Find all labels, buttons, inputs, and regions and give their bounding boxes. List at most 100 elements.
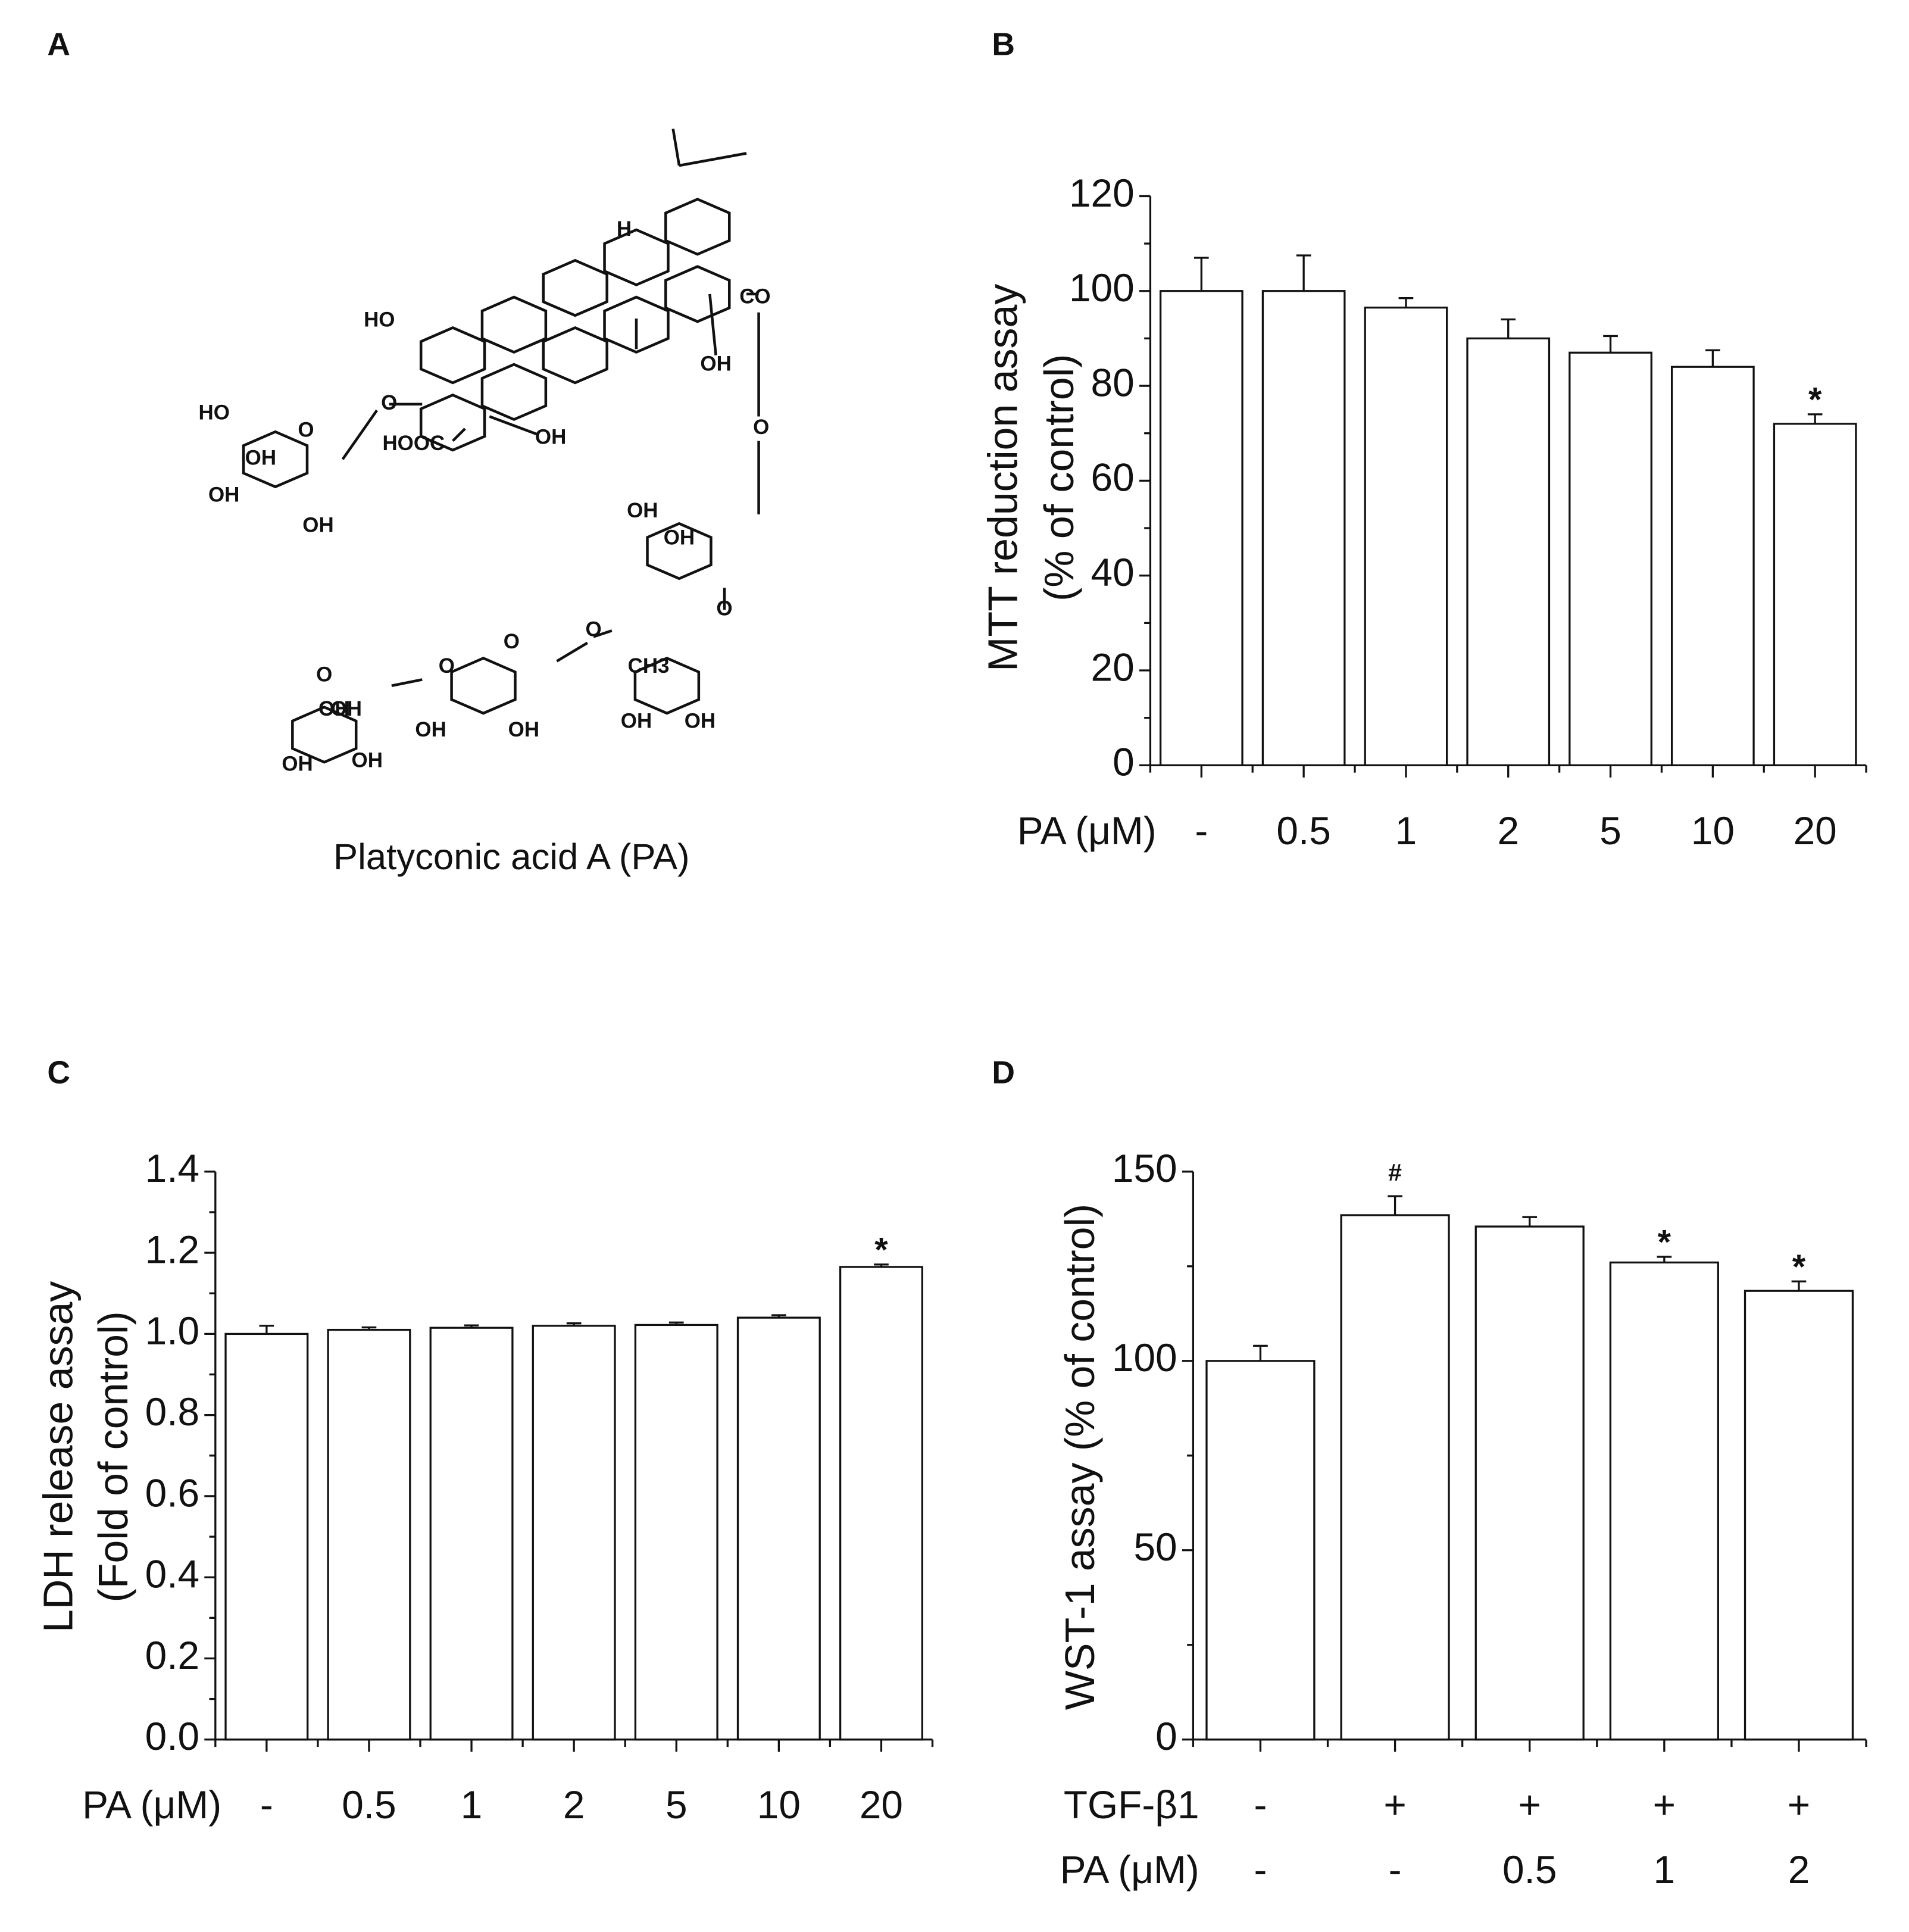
annotation: *: [1792, 1248, 1806, 1286]
atom-label: OH: [302, 514, 333, 537]
ring: [542, 258, 608, 317]
atom-label: OH: [627, 499, 658, 522]
ring: [291, 706, 358, 764]
atom-label: OH: [508, 718, 539, 741]
annotation: *: [1658, 1224, 1671, 1262]
y-tick-label: 80: [1091, 360, 1135, 404]
x-tick-label: 10: [1691, 809, 1735, 853]
error-bar: [874, 1263, 889, 1267]
error-bar: [1791, 1280, 1807, 1291]
bar: [1670, 366, 1755, 766]
atom-label: O: [298, 418, 314, 441]
x-tick-label: -: [1195, 809, 1208, 853]
y-tick-label: 60: [1091, 455, 1135, 500]
atom-label: O: [585, 617, 601, 641]
error-bar: [1501, 318, 1516, 339]
atom-label: HO: [364, 308, 395, 331]
x-tick-label: 0.5: [342, 1783, 396, 1827]
y-tick-label: 50: [1133, 1525, 1177, 1569]
x-tick-label: 2: [1788, 1847, 1810, 1892]
x-tick-label: 0.5: [1502, 1847, 1557, 1892]
y-tick-label: 1.4: [145, 1146, 199, 1190]
bar: [1744, 1290, 1854, 1741]
x-tick-label: 2: [563, 1783, 585, 1827]
y-tick-label: 1.2: [145, 1228, 199, 1272]
error-bar: [1296, 254, 1311, 291]
y-tick-label: 0.0: [145, 1714, 199, 1758]
x-row-label: TGF-β1: [1064, 1783, 1199, 1827]
bar: [327, 1328, 411, 1741]
y-tick-label: 150: [1112, 1146, 1177, 1190]
annotation: #: [1388, 1159, 1402, 1186]
atom-label: O: [504, 630, 520, 653]
x-tick-label: 1: [1395, 809, 1417, 853]
error-bar: [566, 1322, 582, 1326]
atom-label: OH: [664, 526, 695, 549]
atom-label: OH: [700, 352, 731, 375]
error-bar: [464, 1324, 479, 1328]
y-tick-label: 0.2: [145, 1633, 199, 1677]
ring: [633, 657, 701, 715]
atom-label: OH: [245, 447, 276, 470]
atom-label: OH: [415, 718, 446, 741]
error-bar: [1807, 413, 1823, 424]
panel-letter: C: [47, 1056, 70, 1091]
atom-label: OH: [208, 483, 239, 506]
bar: [1474, 1225, 1585, 1741]
ring: [450, 657, 517, 715]
atom-label: OH: [282, 753, 313, 776]
y-axis-label: LDH release assay: [35, 1281, 81, 1633]
atom-label: OH: [685, 710, 716, 733]
panel-letter: D: [992, 1056, 1015, 1091]
x-row-label: PA (μM): [1017, 809, 1157, 853]
annotation: *: [1808, 381, 1822, 419]
error-bar: [361, 1326, 377, 1330]
atom-label: O: [439, 654, 455, 678]
atom-label: O: [753, 416, 769, 439]
bar: [1466, 337, 1551, 766]
ring: [664, 265, 731, 323]
ring: [664, 198, 731, 256]
y-tick-label: 40: [1091, 550, 1135, 594]
x-tick-label: +: [1788, 1783, 1810, 1827]
atom-label: OH: [535, 426, 566, 449]
x-tick-label: +: [1519, 1783, 1541, 1827]
atom-label: HO: [199, 401, 230, 425]
error-bar: [1603, 335, 1618, 353]
panel-letter: B: [992, 27, 1015, 63]
bar: [1609, 1261, 1719, 1741]
bar: [1261, 290, 1346, 766]
ring: [480, 363, 548, 422]
x-tick-label: -: [1254, 1783, 1267, 1827]
atom-label: H: [617, 217, 632, 241]
atom-label: O: [716, 597, 732, 620]
ring: [603, 295, 670, 354]
atom-label: O: [316, 663, 332, 686]
bond: [341, 128, 760, 687]
ring: [542, 326, 608, 385]
error-bar: [1657, 1256, 1672, 1263]
y-tick-label: 100: [1069, 266, 1135, 310]
y-axis-label: (Fold of control): [90, 1311, 136, 1602]
x-tick-label: 5: [666, 1783, 688, 1827]
x-tick-label: 2: [1497, 809, 1519, 853]
error-bar: [1705, 349, 1720, 367]
x-tick-label: 20: [860, 1783, 903, 1827]
y-tick-label: 100: [1112, 1335, 1177, 1379]
y-tick-label: 0.4: [145, 1552, 199, 1596]
annotation: *: [874, 1231, 888, 1269]
atom-label: O: [381, 391, 397, 414]
x-tick-label: +: [1383, 1783, 1406, 1827]
x-tick-label: 1: [461, 1783, 483, 1827]
atom-label: OH: [331, 697, 362, 720]
y-tick-label: 0: [1113, 740, 1135, 784]
x-tick-label: 20: [1794, 809, 1837, 853]
bar: [1773, 423, 1857, 766]
ring: [419, 326, 486, 385]
bar: [429, 1327, 514, 1741]
y-axis-label: MTT reduction assay: [979, 284, 1026, 672]
atom-label: OH: [352, 748, 383, 772]
ring: [603, 228, 670, 286]
